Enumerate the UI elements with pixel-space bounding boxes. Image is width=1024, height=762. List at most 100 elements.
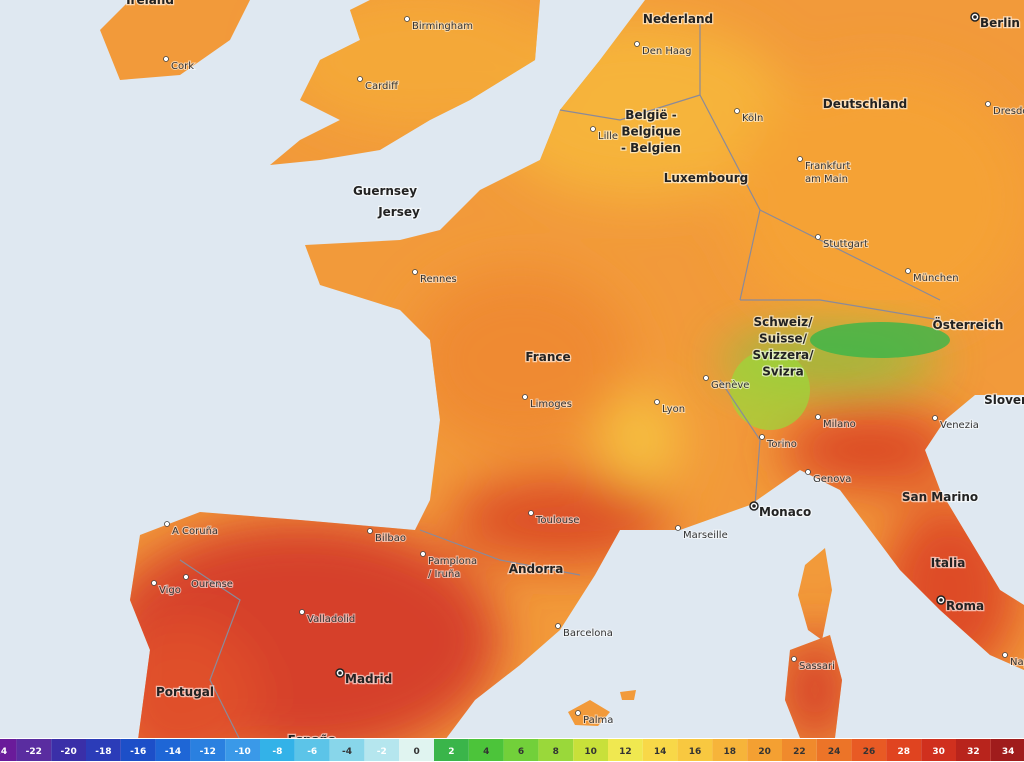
city-label: Cork	[171, 61, 194, 72]
city-label: Lille	[598, 131, 618, 142]
legend: -24-22-20-18-16-14-12-10-8-6-4-202468101…	[0, 738, 1024, 762]
legend-swatch	[225, 739, 260, 761]
legend-label: -20	[60, 747, 76, 757]
legend-label: -16	[130, 747, 146, 757]
legend-swatch	[886, 739, 922, 761]
city-label: Lyon	[662, 404, 685, 415]
legend-label: 14	[654, 747, 667, 757]
country-label: België -	[625, 108, 676, 122]
city-label: Genova	[813, 474, 851, 485]
legend-label: -6	[307, 747, 317, 757]
legend-label: 28	[898, 747, 911, 757]
legend-swatch	[16, 739, 52, 761]
city-marker	[164, 521, 170, 527]
city-label: Roma	[946, 599, 984, 613]
city-label: Valladolid	[307, 614, 355, 625]
legend-swatch	[155, 739, 191, 761]
city-label: Milano	[823, 419, 856, 430]
legend-label: 30	[932, 747, 945, 757]
city-label: Birmingham	[412, 21, 473, 32]
city-marker	[939, 598, 943, 602]
legend-swatch	[434, 739, 469, 761]
legend-swatch	[956, 739, 991, 761]
country-label: Svizra	[762, 365, 804, 379]
legend-swatch	[782, 739, 817, 761]
city-marker	[1002, 652, 1008, 658]
city-marker	[412, 269, 418, 275]
city-label: am Main	[805, 174, 848, 185]
legend-label: 16	[689, 747, 702, 757]
country-label: Guernsey	[353, 184, 417, 198]
city-label: Rennes	[420, 274, 457, 285]
legend-swatch	[51, 739, 86, 761]
legend-swatch	[0, 739, 17, 761]
city-label: Dresden	[993, 106, 1024, 117]
city-label: Ourense	[191, 579, 233, 590]
legend-swatch	[573, 739, 608, 761]
legend-label: 10	[584, 747, 597, 757]
legend-label: 4	[483, 747, 489, 757]
city-label: Cardiff	[365, 81, 399, 92]
city-marker	[734, 108, 740, 114]
city-marker	[367, 528, 373, 534]
city-label: Toulouse	[535, 515, 579, 526]
city-label: Vigo	[159, 585, 181, 596]
city-label: Bilbao	[375, 533, 406, 544]
legend-swatch	[190, 739, 226, 761]
legend-swatch	[851, 739, 887, 761]
city-label: München	[913, 273, 959, 284]
country-label: Belgique	[621, 125, 680, 139]
legend-swatch	[921, 739, 956, 761]
legend-swatch	[364, 739, 400, 761]
city-label: Palma	[583, 715, 613, 726]
legend-label: 8	[553, 747, 559, 757]
legend-label: 32	[967, 747, 980, 757]
legend-label: -24	[0, 747, 7, 757]
legend-swatch	[990, 739, 1024, 761]
legend-swatch	[712, 739, 748, 761]
city-marker	[759, 434, 765, 440]
legend-label: 24	[828, 747, 841, 757]
legend-label: 0	[413, 747, 419, 757]
legend-swatch	[329, 739, 365, 761]
legend-swatch	[399, 739, 434, 761]
legend-swatch	[260, 739, 295, 761]
city-label: Den Haag	[642, 46, 692, 57]
city-marker	[163, 56, 169, 62]
legend-label: -12	[200, 747, 216, 757]
city-marker	[575, 710, 581, 716]
legend-swatch	[468, 739, 504, 761]
country-label: Portugal	[156, 685, 214, 699]
city-marker	[555, 623, 561, 629]
city-marker	[338, 671, 342, 675]
legend-label: 18	[724, 747, 737, 757]
city-marker	[932, 415, 938, 421]
city-marker	[590, 126, 596, 132]
legend-label: -10	[234, 747, 250, 757]
legend-label: -8	[272, 747, 282, 757]
city-label: Marseille	[683, 530, 728, 541]
city-marker	[528, 510, 534, 516]
city-marker	[985, 101, 991, 107]
city-label: Madrid	[345, 672, 392, 686]
city-marker	[675, 525, 681, 531]
legend-swatch	[86, 739, 121, 761]
country-label: - Belgien	[621, 141, 681, 155]
city-label: Pamplona	[428, 556, 477, 567]
city-marker	[357, 76, 363, 82]
city-marker	[815, 414, 821, 420]
borders	[179, 20, 941, 741]
country-label: Slovenija	[984, 393, 1024, 407]
legend-label: 26	[863, 747, 876, 757]
city-label: Torino	[766, 439, 797, 450]
city-label: Monaco	[759, 505, 811, 519]
legend-label: -18	[95, 747, 111, 757]
city-marker	[654, 399, 660, 405]
country-label: Suisse/	[759, 332, 808, 346]
country-label: Schweiz/	[753, 315, 813, 329]
city-marker	[805, 469, 811, 475]
city-label: Genève	[711, 379, 749, 391]
city-marker	[420, 551, 426, 557]
country-label: Ireland	[126, 0, 174, 7]
